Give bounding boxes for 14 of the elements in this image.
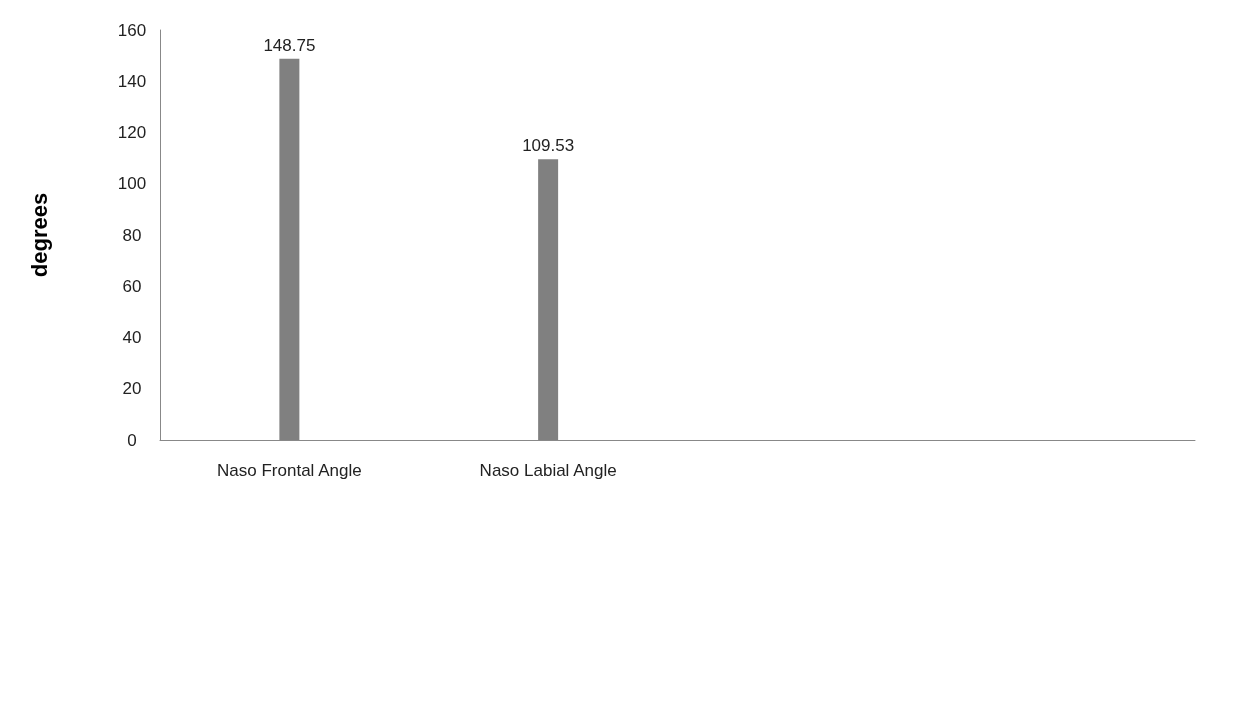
- y-tick-label: 80: [122, 225, 142, 245]
- y-tick-label: 20: [122, 379, 142, 399]
- data-label: 109.53: [522, 136, 575, 156]
- y-tick-label: 100: [117, 174, 147, 194]
- y-tick-label: 120: [117, 123, 147, 142]
- x-tick-label: Naso Frontal Angle: [217, 461, 362, 480]
- y-tick-label: 140: [117, 71, 147, 91]
- y-tick-label: 0: [127, 430, 137, 450]
- y-tick-label: 160: [117, 20, 147, 40]
- y-tick-label: 40: [122, 328, 142, 347]
- x-tick-label: Naso Labial Angle: [479, 461, 617, 480]
- data-label: 148.75: [263, 35, 316, 55]
- y-axis-title: degrees: [26, 192, 52, 278]
- y-tick-label: 60: [122, 276, 142, 296]
